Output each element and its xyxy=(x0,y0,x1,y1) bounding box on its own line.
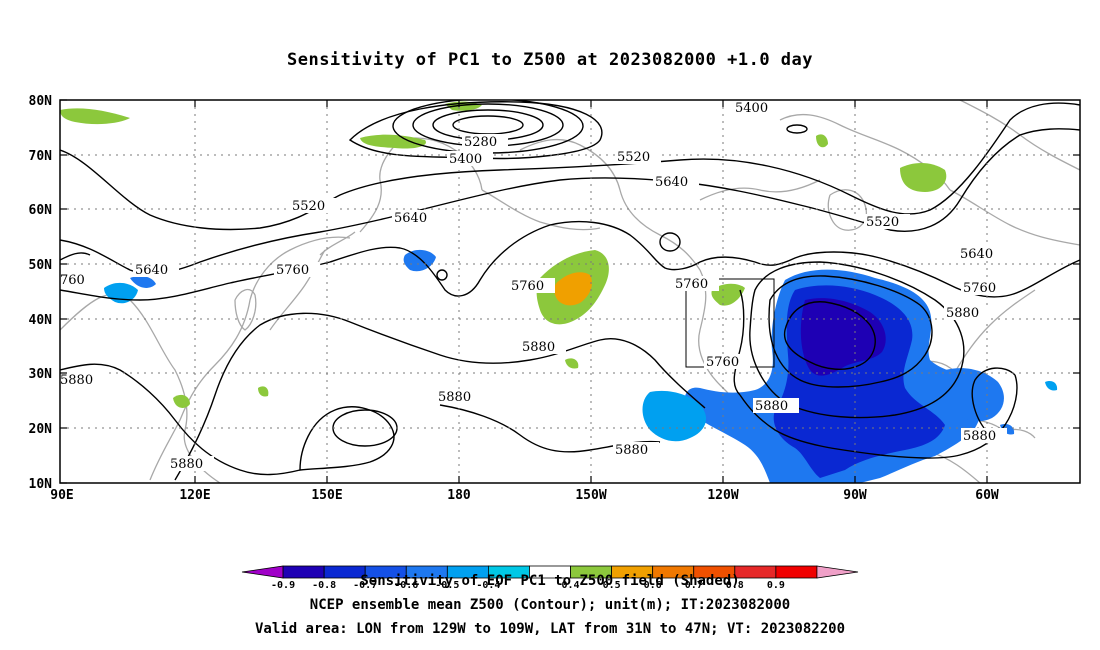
contour-label-5880-sw: 5880 xyxy=(170,457,203,472)
footer-shading-caption: Sensitivity of EOF PC1 to Z500 field (Sh… xyxy=(360,573,740,589)
shade-green-small4 xyxy=(565,358,579,369)
contour-label: 5640 xyxy=(960,247,993,262)
contour-label: 5520 xyxy=(292,199,325,214)
contour-label: 5880 xyxy=(522,340,555,355)
shade-green-canada xyxy=(900,163,947,192)
shade-green-small3 xyxy=(258,386,269,397)
latitude-labels: 80N 70N 60N 50N 40N 30N 20N 10N xyxy=(29,94,53,492)
contour-label: 5880 xyxy=(963,429,996,444)
colorbar-tick-label: 0.9 xyxy=(767,580,785,591)
contour-labels: 5400 5280 5400 5520 5640 5520 5640 5520 … xyxy=(60,100,1007,458)
lat-label: 40N xyxy=(29,313,53,328)
shade-green-nw xyxy=(60,108,130,125)
lat-label: 80N xyxy=(29,94,53,109)
colorbar-tick-label: 0.8 xyxy=(726,580,744,591)
colorbar-tick-label: 0.6 xyxy=(644,580,662,591)
contour-label: 5760 xyxy=(511,279,544,294)
contour-label: 5400 xyxy=(449,152,482,167)
colorbar-tick-label: -0.4 xyxy=(476,580,500,591)
footer-valid-area: Valid area: LON from 129W to 109W, LAT f… xyxy=(254,621,845,637)
footer-contour-caption: NCEP ensemble mean Z500 (Contour); unit(… xyxy=(309,597,791,613)
contour-label: 5640 xyxy=(394,211,427,226)
lon-label: 120W xyxy=(707,488,738,503)
shade-green-arctic xyxy=(360,134,426,149)
contour-label: 760 xyxy=(60,273,85,288)
contour-label: 5760 xyxy=(963,281,996,296)
lat-label: 60N xyxy=(29,203,53,218)
colorbar-swatch xyxy=(816,565,859,579)
colorbar-tick-label: -0.9 xyxy=(271,580,295,591)
shade-orange-midpacific xyxy=(554,272,592,306)
contour-label: 5400 xyxy=(735,101,768,116)
lat-label: 20N xyxy=(29,422,53,437)
contour-label: 5640 xyxy=(655,175,688,190)
map-frame xyxy=(59,99,1081,484)
contour-label: 5880 xyxy=(615,443,648,458)
contour-label: 5880 xyxy=(438,390,471,405)
colorbar-tick-label: -0.8 xyxy=(312,580,336,591)
lat-label: 70N xyxy=(29,149,53,164)
contour-label: 5760 xyxy=(675,277,708,292)
shade-lightblue-sw xyxy=(642,390,707,442)
lon-label: 150W xyxy=(575,488,606,503)
contour-label: 5520 xyxy=(617,150,650,165)
longitude-labels: 90E 120E 150E 180 150W 120W 90W 60W xyxy=(50,488,999,503)
lat-label: 50N xyxy=(29,258,53,273)
shade-navy-na xyxy=(800,298,886,376)
colorbar-tick-label: -0.7 xyxy=(353,580,377,591)
lon-label: 180 xyxy=(447,488,471,503)
contour-label: 5760 xyxy=(276,263,309,278)
z500-contours xyxy=(60,100,1080,481)
colorbar: -0.9 -0.8 -0.7 -0.6 -0.5 -0.4 0.4 0.5 0.6 0.7 0.8 0… xyxy=(241,565,859,591)
lat-label: 30N xyxy=(29,367,53,382)
shade-green-small1 xyxy=(816,134,828,148)
contour-label: 5880 xyxy=(946,306,979,321)
shade-cyan-small6 xyxy=(1045,380,1058,391)
contour-label: 5520 xyxy=(866,215,899,230)
colorbar-tick-label: -0.5 xyxy=(435,580,459,591)
contour-label: 5880 xyxy=(60,373,93,388)
chart-title: Sensitivity of PC1 to Z500 at 2023082000… xyxy=(286,50,813,70)
contour-label: 5880 xyxy=(755,399,788,414)
lon-label: 90W xyxy=(843,488,867,503)
sensitivity-shading xyxy=(60,101,1058,483)
shade-blue-asia2 xyxy=(130,276,156,288)
contour-label: 5760 xyxy=(706,355,739,370)
lon-label: 60W xyxy=(975,488,999,503)
colorbar-tick-label: 0.7 xyxy=(685,580,703,591)
colorbar-tick-label: 0.5 xyxy=(603,580,621,591)
contour-label: 5280 xyxy=(464,135,497,150)
shade-green-pnw xyxy=(711,283,745,306)
shade-green-small2 xyxy=(173,394,190,408)
colorbar-tick-label: 0.4 xyxy=(562,580,580,591)
contour-label: 5640 xyxy=(135,263,168,278)
lon-label: 120E xyxy=(179,488,210,503)
lon-label: 150E xyxy=(311,488,342,503)
axis-ticks xyxy=(60,99,1080,484)
colorbar-tick-label: -0.6 xyxy=(394,580,418,591)
graticule xyxy=(60,100,1080,483)
lon-label: 90E xyxy=(50,488,73,503)
lat-label: 10N xyxy=(29,477,53,492)
